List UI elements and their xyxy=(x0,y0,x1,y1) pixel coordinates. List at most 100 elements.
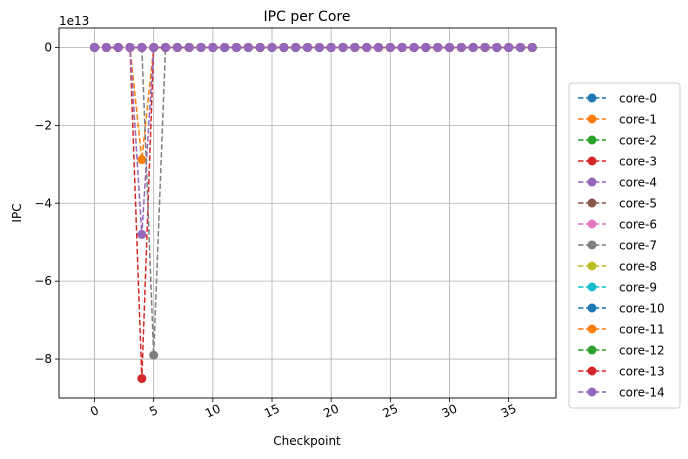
legend-label: core-9 xyxy=(619,281,657,295)
y-offset-text: 1e13 xyxy=(59,14,89,28)
legend-item: core-2 xyxy=(578,134,657,148)
legend-marker xyxy=(587,93,597,103)
y-tick-label: 0 xyxy=(44,40,52,54)
data-point xyxy=(255,42,265,52)
legend-item: core-6 xyxy=(578,218,657,232)
legend-marker xyxy=(587,366,597,376)
series-core-7 xyxy=(90,42,537,360)
x-tick-label: 0 xyxy=(88,403,101,419)
data-point xyxy=(90,42,99,52)
legend-label: core-6 xyxy=(619,218,657,232)
data-point xyxy=(101,42,111,52)
legend-marker xyxy=(587,324,597,334)
data-point xyxy=(196,42,206,52)
data-point xyxy=(362,42,372,52)
x-tick-label: 25 xyxy=(380,401,400,420)
legend-item: core-10 xyxy=(578,302,665,316)
legend-frame xyxy=(568,82,681,409)
data-point xyxy=(232,42,241,52)
legend-marker xyxy=(587,303,597,313)
legend-label: core-4 xyxy=(619,176,657,190)
series-line xyxy=(94,46,533,235)
data-point xyxy=(279,42,289,52)
legend-item: core-1 xyxy=(578,113,657,127)
legend-item: core-13 xyxy=(578,365,665,379)
y-tick-label: −6 xyxy=(34,274,52,288)
data-point xyxy=(445,42,454,52)
data-point xyxy=(468,42,478,52)
legend-label: core-3 xyxy=(619,155,657,169)
data-point xyxy=(149,350,159,360)
data-point xyxy=(137,155,147,165)
data-point xyxy=(350,42,360,52)
data-point xyxy=(267,42,277,52)
legend-item: core-9 xyxy=(578,281,657,295)
legend-marker xyxy=(587,345,597,355)
legend-label: core-12 xyxy=(619,344,665,358)
series-layer xyxy=(90,42,537,384)
x-tick-label: 35 xyxy=(499,401,519,420)
data-point xyxy=(516,42,525,52)
data-point xyxy=(208,42,218,52)
legend-marker xyxy=(587,156,597,166)
data-point xyxy=(480,42,490,52)
x-tick-label: 10 xyxy=(203,401,223,420)
series-line xyxy=(94,46,533,160)
data-point xyxy=(137,374,147,384)
data-point xyxy=(291,42,301,52)
grid-lines xyxy=(59,28,556,398)
data-point xyxy=(137,42,147,52)
data-point xyxy=(303,42,312,52)
legend-label: core-8 xyxy=(619,260,657,274)
x-tick-label: 20 xyxy=(321,401,341,420)
data-point xyxy=(409,42,419,52)
data-point xyxy=(314,42,324,52)
legend-label: core-0 xyxy=(619,92,657,106)
data-point xyxy=(137,229,147,239)
legend-label: core-11 xyxy=(619,323,665,337)
legend-item: core-8 xyxy=(578,260,657,274)
data-point xyxy=(149,42,159,52)
legend-marker xyxy=(587,219,597,229)
legend-marker xyxy=(587,198,597,208)
data-point xyxy=(220,42,230,52)
data-point xyxy=(338,42,348,52)
legend-label: core-1 xyxy=(619,113,657,127)
data-point xyxy=(374,42,383,52)
legend-marker xyxy=(587,387,597,397)
chart-title: IPC per Core xyxy=(264,9,351,25)
plot-area xyxy=(58,27,557,399)
legend-label: core-5 xyxy=(619,197,657,211)
legend-item: core-14 xyxy=(578,386,665,400)
data-point xyxy=(421,42,431,52)
legend-item: core-12 xyxy=(578,344,665,358)
data-point xyxy=(527,42,537,52)
data-point xyxy=(492,42,502,52)
legend-marker xyxy=(587,282,597,292)
series-line xyxy=(94,46,533,379)
legend-label: core-13 xyxy=(619,365,665,379)
data-point xyxy=(113,42,123,52)
legend-label: core-14 xyxy=(619,386,665,400)
data-point xyxy=(504,42,514,52)
legend-item: core-5 xyxy=(578,197,657,211)
series-core-14 xyxy=(90,42,537,52)
x-axis-label: Checkpoint xyxy=(273,434,341,448)
data-point xyxy=(456,42,466,52)
legend-marker xyxy=(587,261,597,271)
y-tick-label: −8 xyxy=(34,352,52,366)
x-axis: 0 5 10 15 20 25 30 35 xyxy=(88,398,519,421)
x-tick-label: 30 xyxy=(440,401,460,420)
data-point xyxy=(184,42,194,52)
data-point xyxy=(125,42,135,52)
legend-marker xyxy=(587,240,597,250)
legend-item: core-11 xyxy=(578,323,665,337)
legend-item: core-4 xyxy=(578,176,657,190)
legend-marker xyxy=(587,135,597,145)
legend: core-0 core-1 core-2 core-3 core-4 core-5 core… xyxy=(568,82,681,409)
data-point xyxy=(243,42,253,52)
data-point xyxy=(385,42,395,52)
y-axis: 0 −2 −4 −6 −8 xyxy=(34,40,59,366)
legend-label: core-2 xyxy=(619,134,657,148)
legend-marker xyxy=(587,114,597,124)
